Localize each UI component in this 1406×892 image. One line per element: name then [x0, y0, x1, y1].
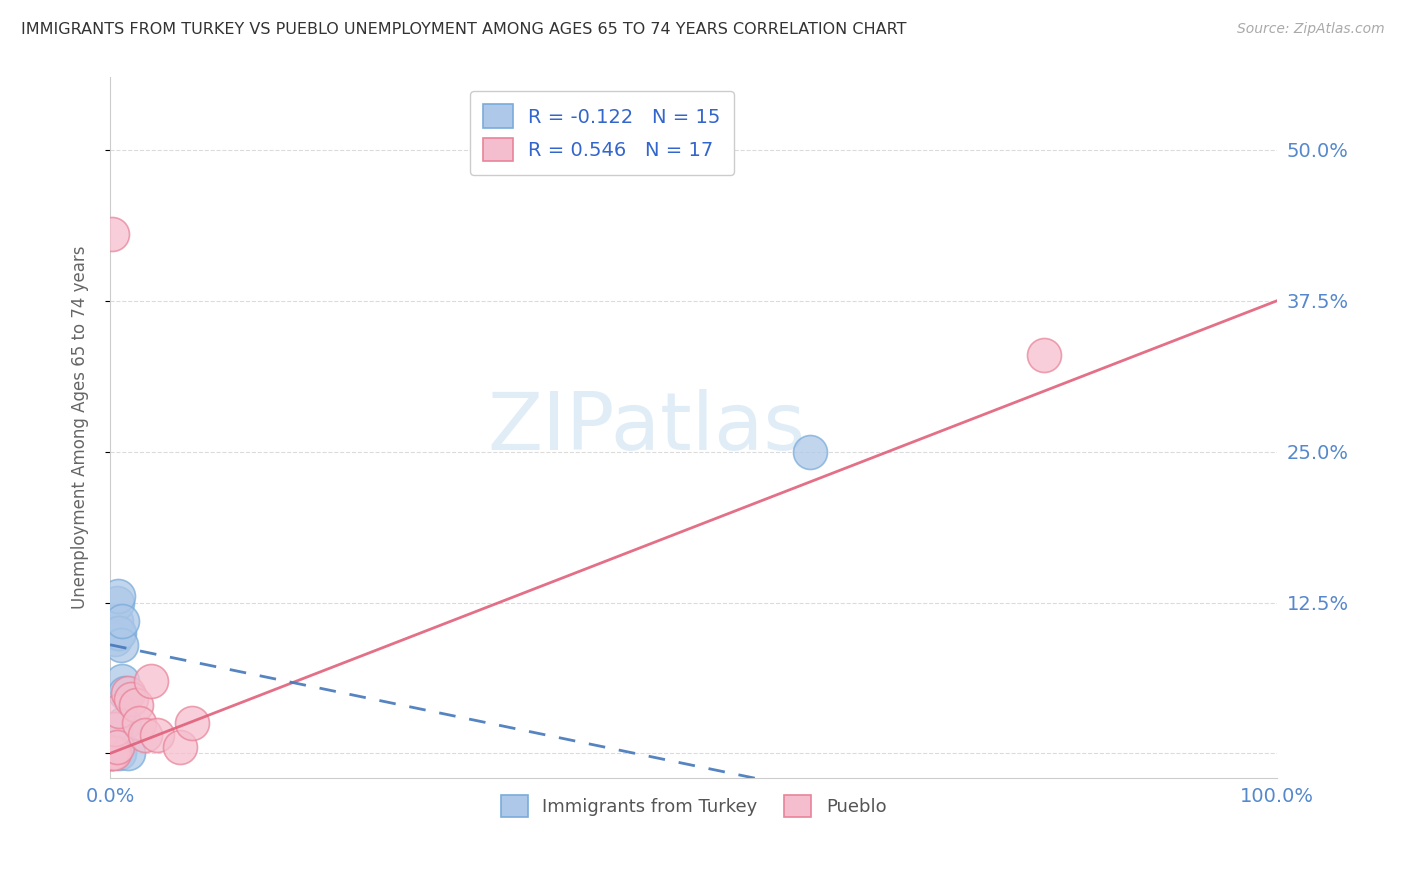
Text: IMMIGRANTS FROM TURKEY VS PUEBLO UNEMPLOYMENT AMONG AGES 65 TO 74 YEARS CORRELAT: IMMIGRANTS FROM TURKEY VS PUEBLO UNEMPLO… [21, 22, 907, 37]
Point [104, 632, 127, 646]
Point [169, 740, 191, 755]
Point [117, 747, 139, 761]
Point [104, 723, 127, 737]
Point [117, 686, 139, 700]
Point [112, 716, 135, 731]
Point [1032, 348, 1054, 362]
Point [105, 595, 128, 609]
Point [108, 625, 131, 640]
Point [103, 747, 125, 761]
Text: Source: ZipAtlas.com: Source: ZipAtlas.com [1237, 22, 1385, 37]
Point [110, 638, 132, 652]
Legend: Immigrants from Turkey, Pueblo: Immigrants from Turkey, Pueblo [494, 788, 894, 824]
Point [104, 614, 127, 628]
Point [100, 747, 122, 761]
Point [145, 728, 167, 742]
Point [105, 740, 128, 755]
Point [101, 747, 124, 761]
Point [111, 673, 134, 688]
Point [125, 698, 148, 713]
Point [108, 747, 131, 761]
Point [114, 686, 136, 700]
Point [134, 728, 156, 742]
Point [107, 625, 129, 640]
Text: ZIPatlas: ZIPatlas [488, 389, 806, 467]
Point [139, 673, 162, 688]
Point [101, 747, 124, 761]
Point [799, 444, 821, 458]
Point [120, 692, 142, 706]
Point [108, 704, 131, 718]
Point [107, 590, 129, 604]
Point [180, 716, 202, 731]
Point [101, 227, 124, 242]
Point [111, 614, 134, 628]
Y-axis label: Unemployment Among Ages 65 to 74 years: Unemployment Among Ages 65 to 74 years [72, 246, 89, 609]
Point [128, 716, 150, 731]
